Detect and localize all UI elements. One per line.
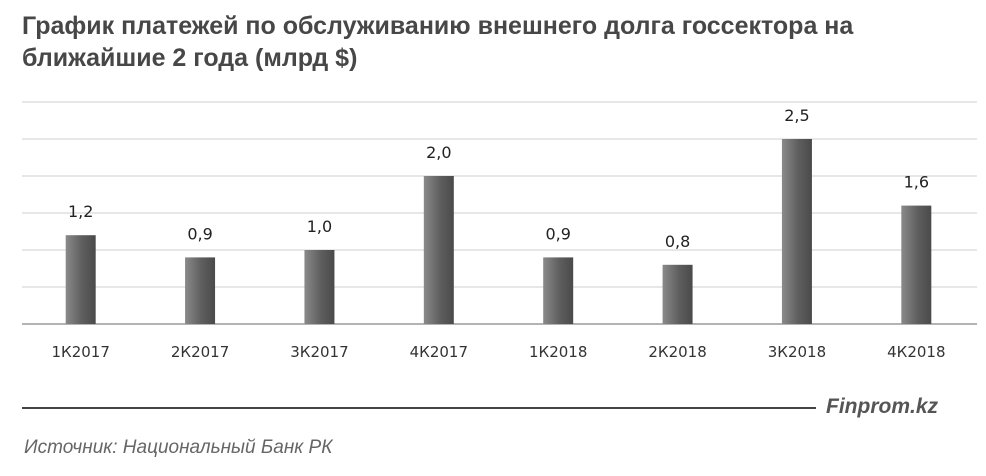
bar-series	[65, 139, 932, 324]
gridlines	[22, 101, 977, 325]
x-tick-label: 3К2018	[768, 343, 826, 361]
value-label: 1,6	[904, 173, 929, 192]
x-tick-label: 3К2017	[290, 343, 348, 361]
bar-4К2018	[901, 205, 932, 324]
value-label: 0,9	[545, 224, 570, 243]
chart-title: График платежей по обслуживанию внешнего…	[22, 12, 854, 72]
value-label: 0,8	[665, 232, 690, 251]
bar-2К2017	[185, 257, 216, 324]
source-note: Источник: Национальный Банк РК	[24, 437, 333, 458]
bar-4К2017	[423, 176, 454, 324]
value-label: 2,5	[784, 106, 809, 125]
bar-3К2017	[304, 250, 335, 324]
x-tick-label: 4К2017	[410, 343, 468, 361]
x-tick-label: 1К2017	[52, 343, 110, 361]
value-label: 1,2	[68, 202, 93, 221]
value-label: 1,0	[307, 217, 332, 236]
bar-3К2018	[781, 139, 812, 324]
brand-watermark: Finprom.kz	[826, 395, 939, 418]
x-tick-label: 2К2018	[648, 343, 706, 361]
x-tick-label: 2К2017	[171, 343, 229, 361]
value-label: 2,0	[426, 143, 451, 162]
x-axis-tick-labels: 1К2017 2К2017 3К2017 4К2017 1К2018 2К2018 3К20…	[52, 343, 946, 361]
bar-1К2018	[543, 257, 574, 324]
x-tick-label: 4К2018	[887, 343, 945, 361]
value-labels: 1,2 0,9 1,0 2,0 0,9 0,8 2,5 1,6	[68, 106, 929, 251]
value-label: 0,9	[187, 224, 212, 243]
bar-1К2017	[65, 235, 96, 324]
x-tick-label: 1К2018	[529, 343, 587, 361]
bar-2К2018	[662, 264, 693, 324]
footer-divider	[22, 407, 816, 409]
